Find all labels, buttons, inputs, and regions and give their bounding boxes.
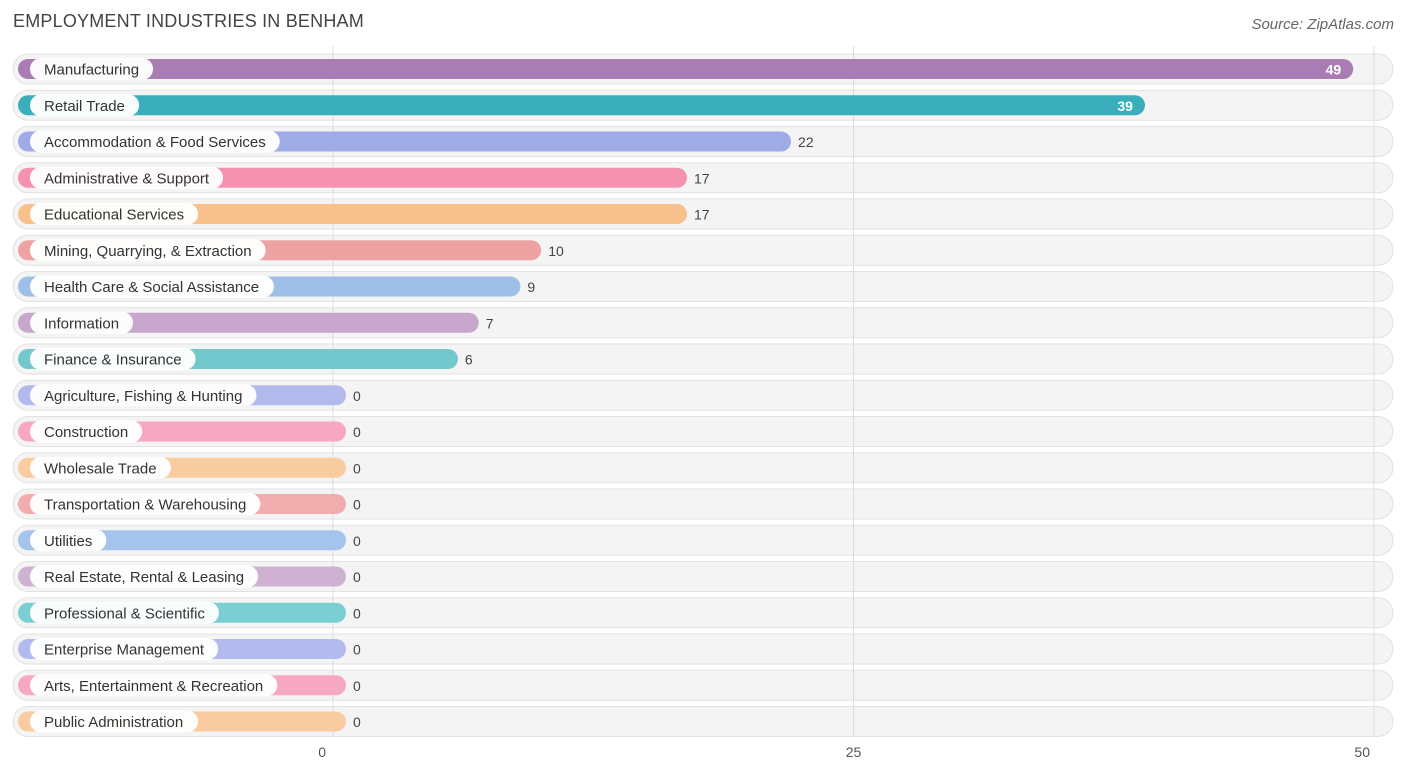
category-label: Enterprise Management [44, 642, 205, 659]
row-background [12, 524, 1394, 556]
chart-source: Source: ZipAtlas.com [1251, 16, 1394, 33]
bar [18, 312, 479, 333]
category-label: Finance & Insurance [44, 352, 182, 369]
category-label-pill [30, 710, 199, 733]
category-label: Health Care & Social Assistance [44, 279, 259, 296]
category-label-pill [30, 311, 134, 334]
category-label: Manufacturing [44, 62, 139, 79]
category-label-pill [30, 529, 107, 552]
value-label: 9 [527, 279, 535, 295]
category-label: Wholesale Trade [44, 460, 157, 477]
category-label: Arts, Entertainment & Recreation [44, 678, 263, 695]
category-label-pill [30, 456, 171, 479]
category-label: Accommodation & Food Services [44, 134, 266, 151]
category-label-pill [30, 420, 143, 443]
row-background [12, 488, 1394, 520]
value-label: 39 [1117, 98, 1133, 114]
value-label: 0 [353, 605, 361, 621]
value-label: 49 [1326, 62, 1342, 78]
category-label: Information [44, 315, 119, 332]
x-tick-label: 25 [846, 744, 862, 760]
category-label: Professional & Scientific [44, 605, 205, 622]
value-label: 0 [353, 569, 361, 585]
row-background [12, 706, 1394, 737]
value-label: 22 [798, 134, 814, 150]
row-background [12, 633, 1394, 665]
x-tick-label: 50 [1354, 744, 1370, 760]
value-label: 0 [353, 424, 361, 440]
category-label-pill [30, 565, 259, 588]
value-label: 17 [694, 207, 710, 223]
bar [18, 59, 1354, 79]
category-label-pill [30, 638, 219, 660]
category-label-pill [30, 130, 280, 153]
category-label-pill [30, 384, 257, 407]
category-label-pill [30, 674, 278, 697]
category-label-pill [30, 94, 140, 117]
category-label-pill [30, 203, 199, 225]
category-label: Real Estate, Rental & Leasing [44, 569, 244, 586]
value-label: 0 [353, 460, 361, 476]
value-label: 7 [486, 315, 494, 331]
row-background [12, 597, 1394, 629]
category-label: Construction [44, 424, 128, 441]
bar [18, 95, 1145, 116]
row-background [12, 561, 1394, 592]
category-label-pill [30, 166, 224, 189]
category-label-pill [30, 348, 196, 370]
value-label: 0 [353, 533, 361, 549]
category-label: Educational Services [44, 207, 184, 224]
value-label: 0 [353, 642, 361, 658]
value-label: 10 [548, 243, 564, 259]
row-background [12, 452, 1394, 484]
category-label: Agriculture, Fishing & Hunting [44, 388, 242, 405]
category-label: Utilities [44, 533, 92, 550]
value-label: 0 [353, 388, 361, 404]
row-background [12, 416, 1394, 447]
category-label: Mining, Quarrying, & Extraction [44, 243, 252, 260]
category-label-pill [30, 275, 274, 298]
value-label: 0 [353, 678, 361, 694]
value-label: 17 [694, 170, 710, 186]
chart-title: EMPLOYMENT INDUSTRIES IN BENHAM [13, 11, 364, 31]
category-label: Public Administration [44, 714, 183, 731]
category-label-pill [30, 601, 219, 624]
category-label-pill [30, 493, 261, 515]
category-label: Administrative & Support [44, 170, 210, 187]
row-background [12, 379, 1394, 411]
value-label: 6 [465, 352, 473, 368]
row-background [12, 669, 1394, 701]
category-label: Transportation & Warehousing [44, 497, 246, 514]
category-label-pill [30, 58, 154, 80]
value-label: 0 [353, 497, 361, 513]
category-label-pill [30, 239, 266, 262]
category-label: Retail Trade [44, 98, 125, 115]
x-tick-label: 0 [318, 744, 326, 760]
value-label: 0 [353, 714, 361, 730]
